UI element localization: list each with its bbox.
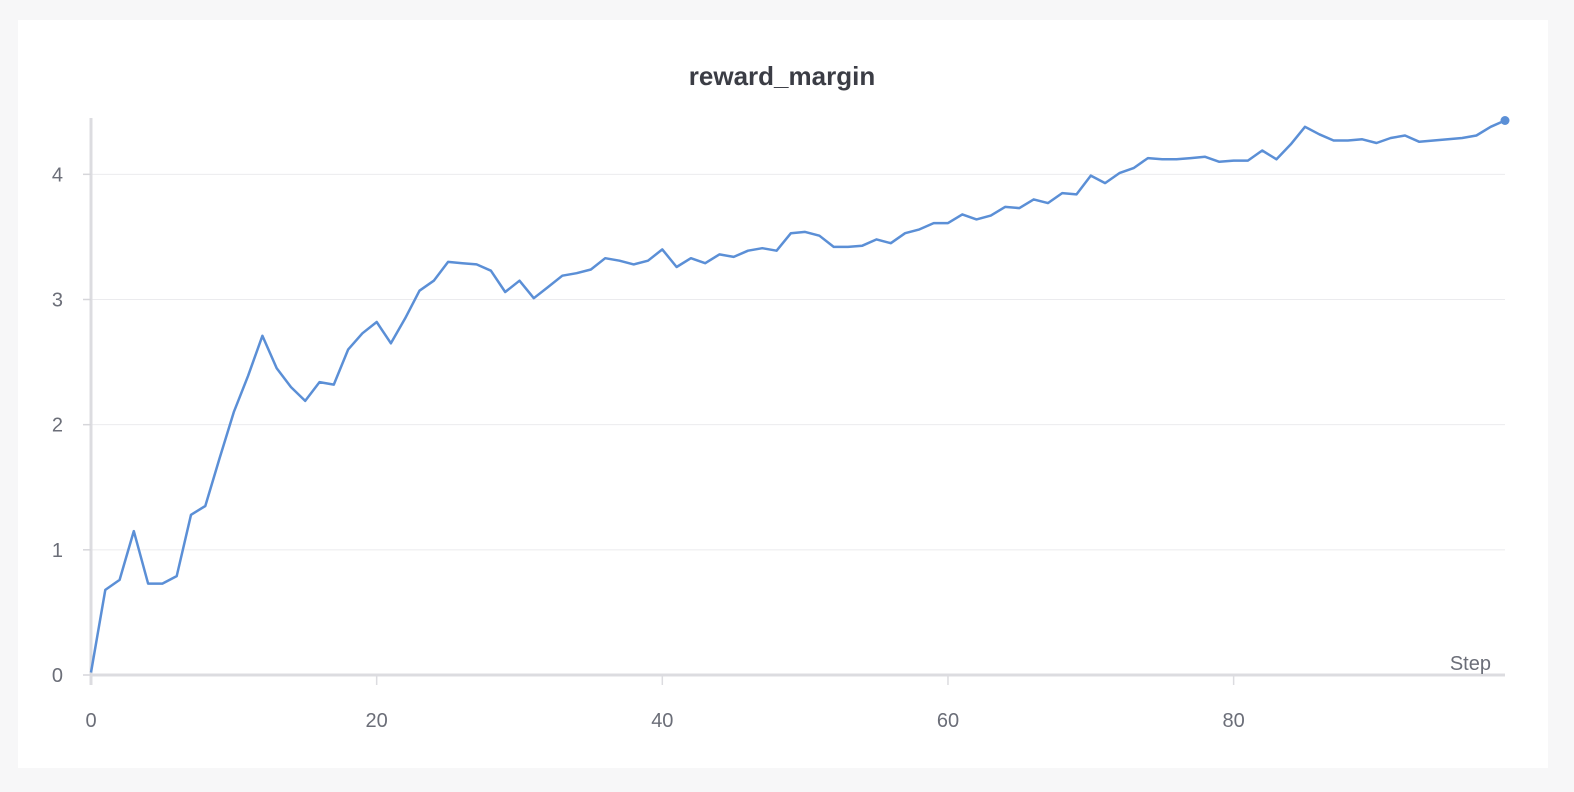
- grid-lines: [91, 173, 1505, 551]
- x-tick-label: 40: [651, 710, 673, 732]
- y-tick-label: 1: [52, 540, 63, 562]
- line-chart[interactable]: reward_margin 0 1 2 3 4 0 20 40 60 80 Step: [18, 20, 1548, 768]
- series-group: [89, 116, 1510, 673]
- x-axis-label: Step: [1450, 653, 1491, 675]
- x-tick-label: 80: [1223, 710, 1245, 732]
- x-tick-label: 0: [85, 710, 96, 732]
- y-tick-label: 4: [52, 164, 63, 186]
- x-tick-label: 60: [937, 710, 959, 732]
- chart-title: reward_margin: [689, 61, 875, 91]
- x-tick-label: 20: [366, 710, 388, 732]
- y-tick-label: 2: [52, 415, 63, 437]
- series-line: [89, 119, 1506, 673]
- x-axis-ticks: 0 20 40 60 80: [85, 675, 1245, 732]
- chart-panel: reward_margin 0 1 2 3 4 0 20 40 60 80 Step: [18, 20, 1548, 768]
- y-axis-ticks: 0 1 2 3 4: [52, 164, 91, 687]
- axes: [89, 118, 1505, 685]
- series-end-point: [1500, 116, 1510, 126]
- y-tick-label: 0: [52, 665, 63, 687]
- y-tick-label: 3: [52, 289, 63, 311]
